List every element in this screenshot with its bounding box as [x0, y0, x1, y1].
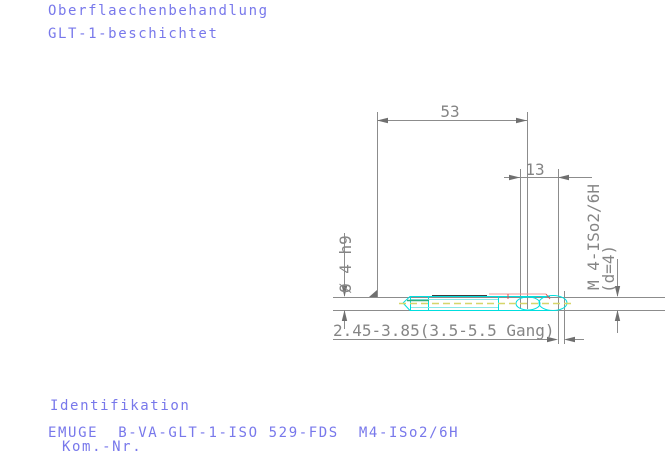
shank-end-chamfer [369, 290, 377, 297]
identification-heading: Identifikation [50, 398, 191, 414]
dimension-thread-length: 13 [504, 160, 592, 344]
surface-treatment-label: Oberflaechenbehandlung [48, 3, 269, 19]
dimension-thread-spec: M 4-ISo2/6H (d=4) [584, 184, 621, 333]
dim-thread-spec-label: M 4-ISo2/6H [584, 184, 603, 290]
tool-identification: EMUGE B-VA-GLT-1-ISO 529-FDS M4-ISo2/6H [48, 425, 460, 441]
tool-highlighted-profile [399, 293, 572, 311]
dim-53-label: 53 [440, 102, 459, 121]
dim-13-label: 13 [525, 160, 544, 179]
dimension-shank-diameter: Ø 4 h9 [336, 233, 355, 329]
coating-label: GLT-1-beschichtet [48, 26, 219, 42]
dim-thread-spec-sub-label: (d=4) [599, 245, 618, 293]
dimension-thread-lead: 2.45-3.85(3.5-5.5 Gang) [333, 291, 584, 344]
thread-entity-red2 [545, 293, 551, 300]
dim-shank-label: Ø 4 h9 [336, 235, 355, 293]
dim-lead-label: 2.45-3.85(3.5-5.5 Gang) [333, 321, 555, 340]
commission-number-label: Kom.-Nr. [62, 439, 143, 455]
dimension-overall-length: 53 [377, 102, 528, 309]
